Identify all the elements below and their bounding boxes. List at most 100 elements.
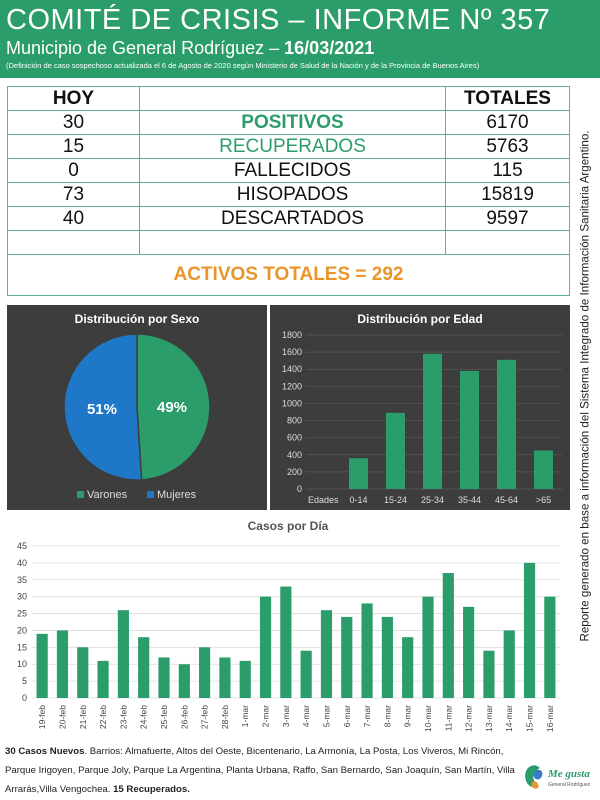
y-tick-label: 1200: [282, 381, 302, 391]
daily-bar: [97, 660, 109, 698]
daily-bar: [503, 630, 515, 698]
today-value: 40: [8, 207, 140, 230]
x-axis-label: Edades: [308, 495, 339, 505]
y-tick-label: 15: [17, 642, 27, 652]
x-tick-label: 4-mar: [301, 705, 311, 727]
totals-header: TOTALES: [464, 88, 551, 109]
y-tick-label: 30: [17, 592, 27, 602]
legend-swatch: [147, 491, 154, 498]
daily-bar: [341, 616, 353, 698]
x-tick-label: 11-mar: [443, 705, 453, 731]
daily-bar: [280, 586, 292, 698]
table-row: 0 FALLECIDOS 115: [8, 159, 569, 183]
total-value: 5763: [486, 136, 529, 157]
pie-title: Distribución por Sexo: [75, 312, 200, 326]
y-tick-label: 1600: [282, 347, 302, 357]
x-tick-label: 16-mar: [545, 705, 555, 732]
y-tick-label: 10: [17, 659, 27, 669]
x-tick-label: 10-mar: [423, 705, 433, 732]
table-row-empty: [8, 231, 569, 255]
daily-title: Casos por Día: [248, 519, 329, 533]
neighborhood-list: . Barrios: Almafuerte, Altos del Oeste, …: [5, 746, 515, 795]
pie-slice-mujeres: [63, 333, 143, 481]
table-row: 30 POSITIVOS 6170: [8, 111, 569, 135]
y-tick-label: 600: [287, 433, 302, 443]
summary-table: HOY TOTALES 30 POSITIVOS 6170 15 RECUPER…: [7, 86, 570, 296]
report-subtitle: Municipio de General Rodríguez – 16/03/2…: [6, 37, 594, 59]
daily-bar: [199, 647, 211, 698]
x-tick-label: 14-mar: [504, 705, 514, 732]
legend-label: Varones: [87, 489, 128, 501]
y-tick-label: 45: [17, 541, 27, 551]
pie-slice-label: 49%: [157, 399, 187, 416]
y-tick-label: 1400: [282, 364, 302, 374]
daily-bar: [56, 630, 69, 698]
daily-bar: [402, 637, 414, 698]
daily-bar: [523, 562, 536, 698]
sex-distribution-panel: Distribución por Sexo 49% 51% Varones Mujere…: [7, 305, 267, 510]
age-bar-chart: Distribución por Edad 0 200 400 600 800 1000 12…: [282, 312, 562, 505]
y-tick-label: 1000: [282, 398, 302, 408]
y-tick-label: 1800: [282, 330, 302, 340]
y-tick-label: 40: [17, 558, 27, 568]
empty-cell: [140, 231, 446, 254]
x-tick-label: 24-feb: [139, 705, 149, 729]
row-label: POSITIVOS: [140, 111, 446, 134]
y-tick-label: 20: [17, 625, 27, 635]
logo-sub: General Rodríguez: [548, 782, 591, 788]
x-tick-label: 25-feb: [159, 705, 169, 729]
pie-slice-label: 51%: [87, 401, 117, 418]
y-tick-label: 0: [297, 484, 302, 494]
age-bar: [497, 359, 516, 489]
daily-bar: [544, 596, 556, 698]
x-tick-label: 12-mar: [464, 705, 474, 732]
sex-pie-chart: Distribución por Sexo 49% 51% Varones Mujere…: [63, 312, 211, 501]
row-label: FALLECIDOS: [140, 159, 446, 182]
daily-bar: [178, 664, 190, 698]
x-tick-label: 28-feb: [220, 705, 230, 729]
x-tick-label: 23-feb: [118, 705, 128, 729]
y-tick-label: 25: [17, 609, 27, 619]
label-header: [140, 87, 446, 110]
today-value: 15: [8, 135, 140, 158]
x-tick-label: 22-feb: [98, 705, 108, 729]
x-tick-label: 0-14: [349, 495, 367, 505]
x-tick-label: 1-mar: [240, 705, 250, 727]
daily-bar: [320, 610, 333, 698]
x-tick-label: 19-feb: [37, 705, 47, 729]
x-tick-label: 3-mar: [281, 705, 291, 727]
x-tick-label: 13-mar: [484, 705, 494, 732]
daily-bar: [117, 610, 129, 698]
daily-bar: [219, 657, 231, 698]
row-label: HISOPADOS: [140, 183, 446, 206]
y-tick-label: 400: [287, 450, 302, 460]
daily-bar: [483, 650, 495, 698]
daily-bar: [36, 633, 48, 698]
daily-bar: [442, 573, 454, 698]
x-tick-label: 20-feb: [57, 705, 67, 729]
today-value: 30: [8, 111, 140, 134]
table-row: 15 RECUPERADOS 5763: [8, 135, 569, 159]
definition-note: (Definición de caso sospechoso actualiza…: [6, 61, 480, 70]
report-title: COMITÉ DE CRISIS – INFORME Nº 357: [6, 4, 551, 36]
empty-cell: [446, 231, 569, 254]
report-header: COMITÉ DE CRISIS – INFORME Nº 357 Munici…: [0, 0, 600, 78]
daily-bar: [259, 596, 272, 698]
new-cases-count: 30 Casos Nuevos: [5, 746, 85, 757]
age-distribution-panel: Distribución por Edad 0 200 400 600 800 1000 12…: [270, 305, 570, 510]
active-total: ACTIVOS TOTALES = 292: [173, 264, 404, 285]
age-bar: [423, 353, 442, 489]
x-tick-label: 6-mar: [342, 705, 352, 727]
x-tick-label: 5-mar: [321, 705, 331, 727]
daily-cases-panel: Casos por Día 0 5 10 15 20 25 30 35 40 45 19-feb 20-…: [0, 515, 572, 743]
pie-slice-varones: [136, 333, 211, 481]
x-tick-label: 15-24: [384, 495, 407, 505]
age-title: Distribución por Edad: [357, 312, 482, 326]
daily-bar: [158, 657, 170, 698]
age-bar: [534, 450, 553, 489]
daily-bar: [300, 650, 312, 698]
y-tick-label: 0: [22, 693, 27, 703]
age-bar: [460, 370, 479, 489]
x-tick-label: 45-64: [495, 495, 518, 505]
empty-cell: [8, 231, 140, 254]
